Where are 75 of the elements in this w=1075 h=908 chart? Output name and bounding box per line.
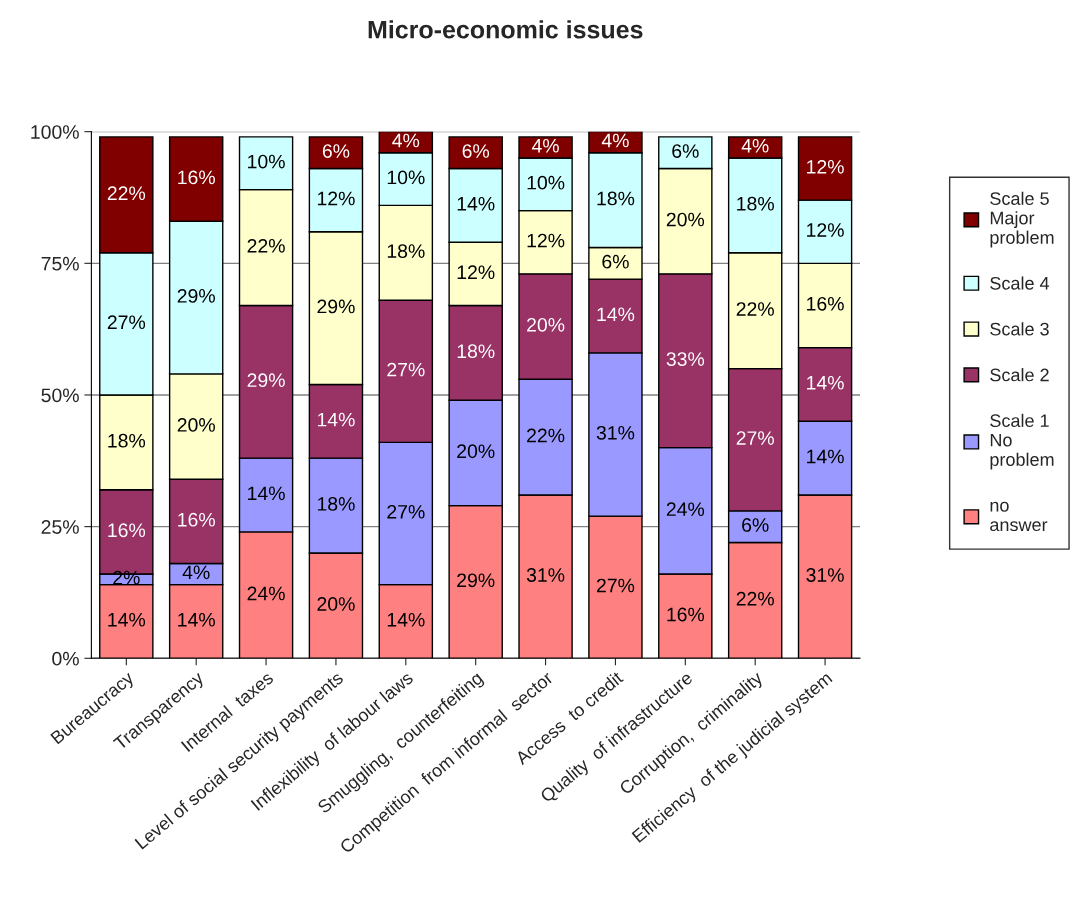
- data-label: 12%: [457, 265, 495, 279]
- data-label: 27%: [736, 431, 774, 445]
- data-label: 22%: [247, 238, 285, 253]
- data-label: 14%: [317, 412, 355, 427]
- legend-label: Scale 2: [990, 368, 1049, 382]
- data-label: 16%: [178, 170, 215, 185]
- data-label: 31%: [526, 568, 565, 582]
- data-label: 29%: [317, 299, 355, 314]
- chart-title: Micro-economic issues: [368, 20, 643, 39]
- y-tick-label: 50%: [41, 388, 79, 403]
- data-label: 12%: [317, 191, 355, 206]
- data-label: 24%: [247, 586, 285, 601]
- data-label: 22%: [736, 591, 774, 606]
- data-label: 27%: [596, 578, 635, 593]
- data-label: 22%: [107, 186, 146, 200]
- data-label: 12%: [807, 223, 844, 237]
- data-label: 4%: [392, 133, 420, 148]
- data-label: 4%: [601, 133, 629, 148]
- data-label: 27%: [387, 504, 425, 519]
- legend-label: Scale 4: [990, 276, 1050, 290]
- data-label: 20%: [457, 444, 495, 459]
- data-label: 18%: [457, 344, 495, 359]
- legend-label: Scale 1 No problem: [990, 413, 1054, 470]
- data-label: 14%: [178, 612, 215, 627]
- data-label: 27%: [387, 362, 425, 377]
- y-tick-label: 25%: [41, 520, 79, 534]
- data-label: 6%: [602, 254, 629, 269]
- data-label: 14%: [387, 612, 425, 627]
- data-label: 20%: [527, 317, 565, 332]
- data-label: 22%: [736, 302, 774, 316]
- data-label: 4%: [182, 565, 210, 580]
- data-label: 29%: [247, 373, 285, 388]
- data-label: 14%: [807, 449, 844, 464]
- data-label: 6%: [462, 144, 490, 158]
- data-label: 20%: [317, 597, 355, 611]
- data-label: 6%: [672, 144, 699, 158]
- data-label: 18%: [317, 497, 355, 511]
- data-label: 16%: [108, 523, 146, 538]
- legend-label: Scale 3: [990, 322, 1049, 336]
- data-label: 27%: [107, 315, 146, 330]
- data-label: 14%: [108, 612, 146, 627]
- data-label: 24%: [666, 502, 705, 516]
- data-label: 14%: [457, 196, 495, 211]
- data-label: 4%: [531, 138, 559, 153]
- data-label: 33%: [666, 352, 705, 366]
- data-label: 18%: [597, 191, 635, 206]
- data-label: 18%: [737, 196, 774, 211]
- data-label: 12%: [527, 233, 565, 248]
- legend-label: Scale 5 Major problem: [990, 191, 1054, 248]
- data-label: 14%: [597, 307, 635, 322]
- data-label: 16%: [807, 296, 844, 311]
- data-label: 29%: [457, 573, 495, 588]
- data-label: 6%: [322, 144, 350, 158]
- y-tick-label: 0%: [52, 651, 79, 666]
- legend-label: no answer: [990, 501, 1048, 532]
- data-label: 31%: [596, 425, 635, 440]
- data-label: 31%: [806, 568, 844, 582]
- data-label: 18%: [387, 244, 425, 259]
- data-label: 4%: [741, 138, 769, 153]
- data-label: 10%: [527, 175, 565, 190]
- data-label: 16%: [178, 512, 215, 527]
- data-label: 14%: [248, 486, 285, 501]
- data-label: 10%: [248, 154, 285, 169]
- data-label: 29%: [177, 289, 215, 303]
- data-label: 20%: [666, 212, 705, 227]
- data-label: 18%: [108, 433, 146, 448]
- y-tick-label: 75%: [41, 256, 79, 271]
- data-label: 16%: [667, 607, 705, 622]
- data-label: 14%: [807, 375, 844, 390]
- data-label: 20%: [177, 418, 215, 432]
- data-label: 12%: [807, 159, 844, 174]
- data-label: 6%: [742, 518, 769, 532]
- data-label: 22%: [527, 428, 565, 443]
- y-tick-label: 100%: [31, 125, 79, 139]
- data-label: 10%: [387, 170, 425, 185]
